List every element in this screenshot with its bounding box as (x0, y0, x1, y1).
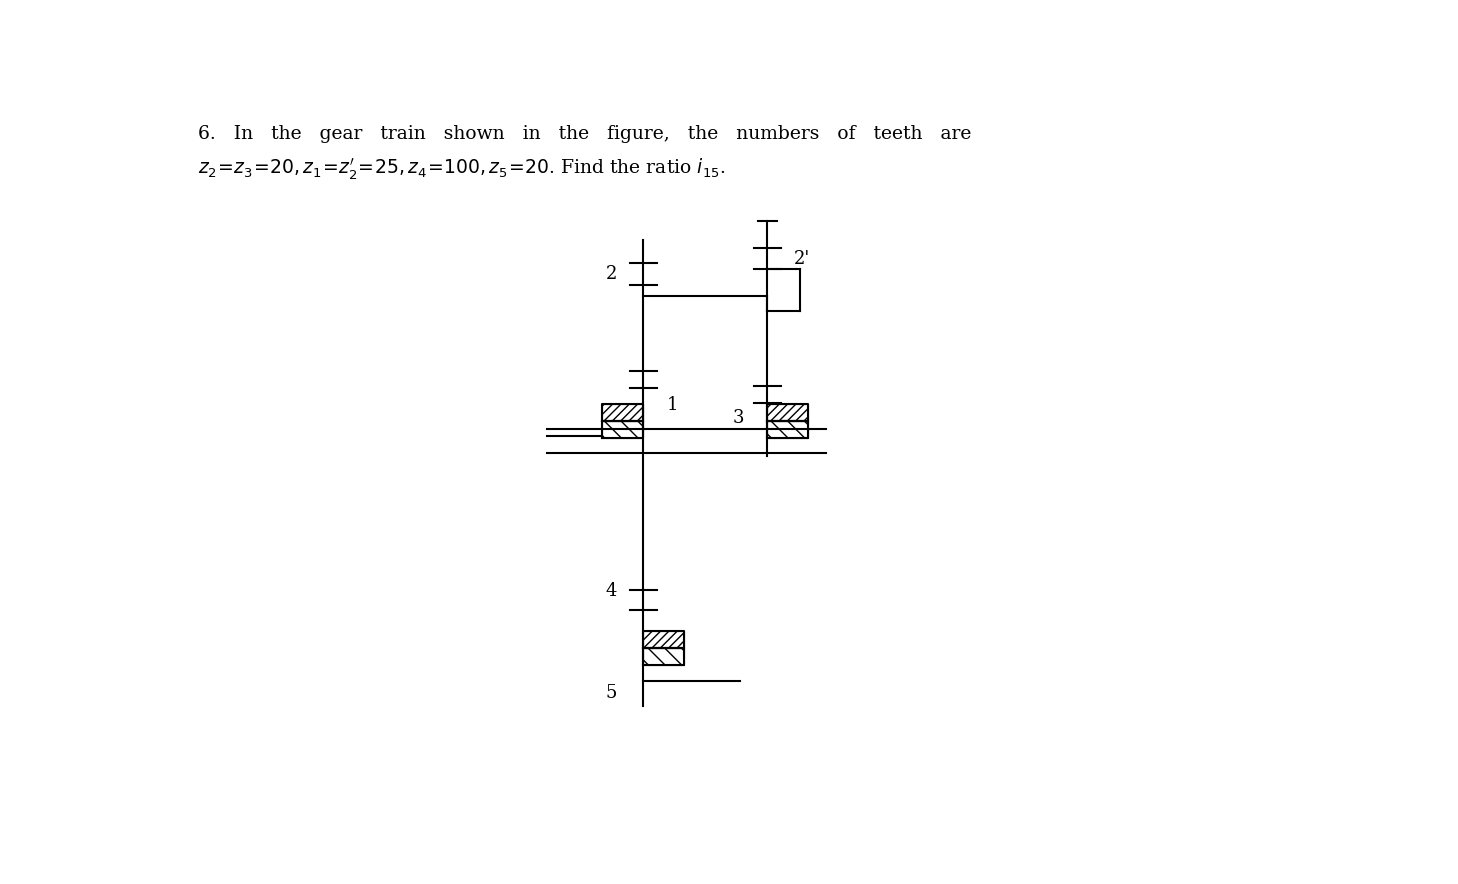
Polygon shape (767, 404, 808, 421)
Text: 3: 3 (732, 409, 744, 428)
Polygon shape (643, 631, 684, 648)
Text: 4: 4 (605, 582, 617, 600)
Text: 6.   In   the   gear   train   shown   in   the   figure,   the   numbers   of  : 6. In the gear train shown in the figure… (198, 125, 971, 142)
Text: 5: 5 (605, 684, 617, 703)
Text: 2: 2 (605, 265, 617, 283)
Text: $z_2\!=\!z_3\!=\!20, z_1\!=\!z_2'\!=\!25, z_4\!=\!100, z_5\!=\!20$. Find the rat: $z_2\!=\!z_3\!=\!20, z_1\!=\!z_2'\!=\!25… (198, 156, 725, 182)
Polygon shape (602, 421, 643, 438)
Polygon shape (602, 404, 643, 421)
Polygon shape (643, 648, 684, 665)
Text: 1: 1 (666, 396, 678, 414)
Polygon shape (767, 421, 808, 438)
Text: 2': 2' (793, 249, 811, 268)
